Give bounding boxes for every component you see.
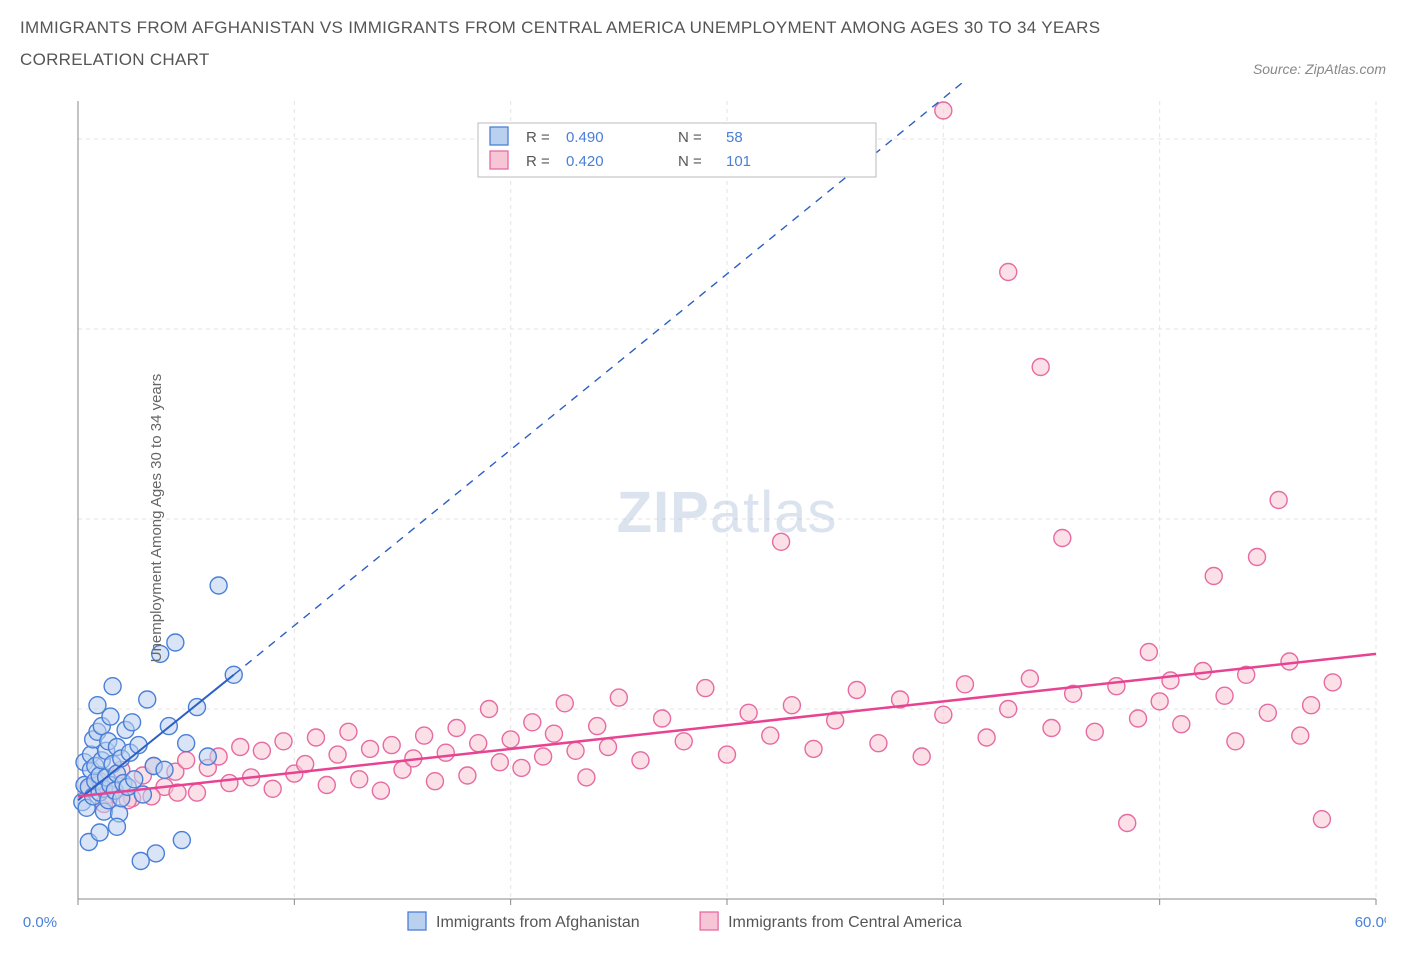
svg-text:ZIPatlas: ZIPatlas: [617, 480, 838, 545]
svg-text:R =: R =: [526, 153, 550, 170]
svg-text:Immigrants from Afghanistan: Immigrants from Afghanistan: [436, 914, 640, 931]
chart-title: IMMIGRANTS FROM AFGHANISTAN VS IMMIGRANT…: [20, 12, 1100, 77]
y-axis-label: Unemployment Among Ages 30 to 34 years: [148, 373, 165, 662]
svg-text:60.0%: 60.0%: [1355, 914, 1386, 931]
chart-container: Unemployment Among Ages 30 to 34 years Z…: [20, 83, 1386, 953]
title-row: IMMIGRANTS FROM AFGHANISTAN VS IMMIGRANT…: [20, 12, 1386, 77]
svg-text:101: 101: [726, 153, 751, 170]
title-line-1: IMMIGRANTS FROM AFGHANISTAN VS IMMIGRANT…: [20, 18, 1100, 37]
source-label: Source: ZipAtlas.com: [1253, 61, 1386, 77]
svg-text:0.490: 0.490: [566, 129, 604, 146]
svg-text:R =: R =: [526, 129, 550, 146]
title-line-2: CORRELATION CHART: [20, 50, 210, 69]
svg-text:Immigrants from Central Americ: Immigrants from Central America: [728, 914, 962, 931]
svg-text:N =: N =: [678, 153, 702, 170]
svg-text:0.0%: 0.0%: [23, 914, 57, 931]
svg-text:0.420: 0.420: [566, 153, 604, 170]
correlation-chart: ZIPatlas0.0%60.0%10.0%20.0%30.0%40.0%R =…: [20, 83, 1386, 953]
svg-text:N =: N =: [678, 129, 702, 146]
svg-text:58: 58: [726, 129, 743, 146]
